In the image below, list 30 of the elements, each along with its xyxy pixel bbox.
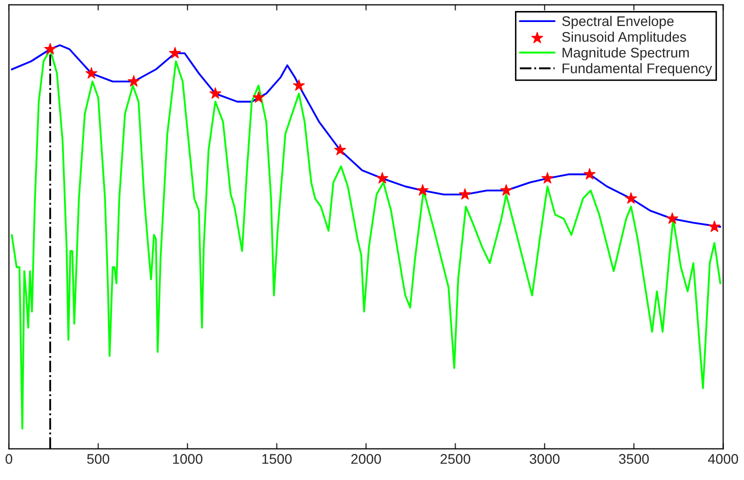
x-tick-label: 2500 [440, 454, 470, 464]
legend-label: Sinusoid Amplitudes [562, 32, 686, 45]
x-tick-label: 500 [87, 454, 110, 464]
point [292, 79, 305, 91]
point [625, 192, 637, 204]
point [666, 212, 678, 224]
point [459, 188, 471, 200]
legend-label: Spectral Envelope [562, 16, 674, 29]
point [209, 87, 222, 99]
point [85, 67, 98, 79]
x-tick-label: 3500 [618, 454, 649, 464]
x-tick-label: 4000 [708, 454, 738, 464]
point [44, 42, 56, 54]
point [542, 172, 554, 184]
point [169, 47, 181, 58]
point [708, 220, 720, 232]
point [334, 144, 346, 156]
x-tick-label: 0 [6, 454, 12, 464]
point [416, 184, 429, 196]
x-tick-label: 2000 [351, 454, 381, 464]
point [584, 168, 596, 180]
x-tick-label: 1500 [262, 454, 292, 464]
legend-label: Fundamental Frequency [562, 63, 712, 76]
point [128, 75, 140, 87]
point [376, 172, 388, 184]
legend-label: Magnitude Spectrum [562, 47, 689, 60]
point [500, 184, 512, 196]
x-tick-label: 3000 [530, 454, 560, 464]
point [252, 91, 264, 103]
x-tick-label: 1000 [173, 454, 202, 464]
